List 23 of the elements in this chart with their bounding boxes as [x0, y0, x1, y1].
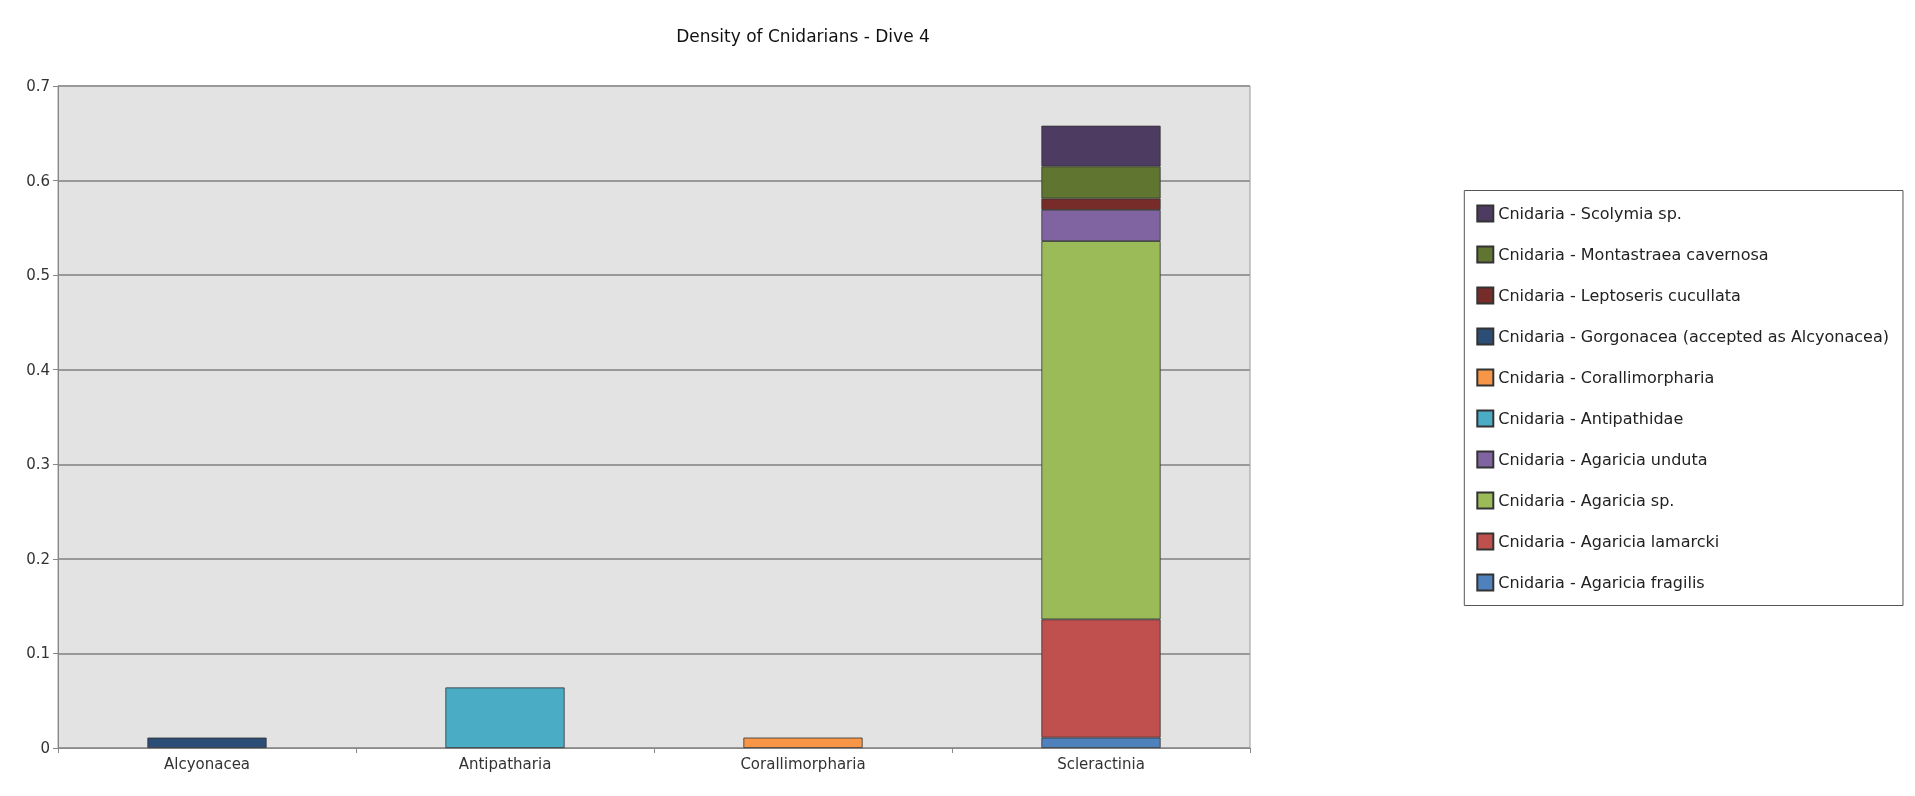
- y-tick-label: 0.2: [26, 549, 50, 568]
- legend-label: Cnidaria - Agaricia sp.: [1498, 491, 1675, 510]
- legend-label: Cnidaria - Agaricia lamarcki: [1498, 532, 1720, 551]
- y-tick-label: 0: [40, 739, 50, 757]
- legend-label: Cnidaria - Leptoseris cucullata: [1498, 286, 1741, 305]
- legend-label: Cnidaria - Montastraea cavernosa: [1498, 245, 1769, 264]
- x-tick-label: Alcyonacea: [163, 754, 251, 773]
- y-tick-label: 0.6: [26, 171, 50, 190]
- legend-label: Cnidaria - Antipathidae: [1498, 409, 1684, 428]
- y-tick-label: 0.5: [26, 266, 50, 285]
- y-tick-label: 0.7: [26, 77, 50, 95]
- legend-label: Cnidaria - Corallimorpharia: [1498, 368, 1715, 387]
- legend-label: Cnidaria - Gorgonacea (accepted as Alcyonacea): [1498, 327, 1889, 346]
- chart-title: Density of Cnidarians - Dive 4: [676, 25, 930, 46]
- y-tick-label: 0.3: [26, 455, 50, 474]
- y-tick-label: 0.1: [26, 644, 50, 663]
- x-tick-label: Antipatharia: [458, 754, 552, 773]
- legend-label: Cnidaria - Agaricia unduta: [1498, 450, 1708, 469]
- legend-label: Cnidaria - Agaricia fragilis: [1498, 573, 1705, 592]
- x-tick-label: Corallimorpharia: [740, 754, 866, 773]
- x-tick-label: Scleractinia: [1057, 754, 1145, 773]
- legend-label: Cnidaria - Scolymia sp.: [1498, 204, 1682, 223]
- y-tick-label: 0.4: [26, 360, 50, 379]
